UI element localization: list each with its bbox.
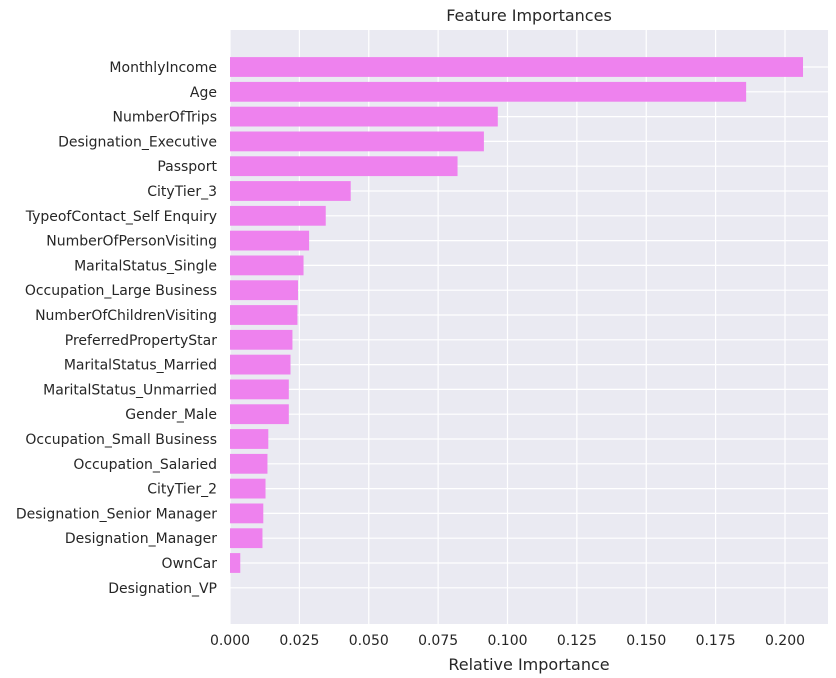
bar xyxy=(230,379,289,400)
category-label: Occupation_Small Business xyxy=(25,432,217,448)
category-label: Designation_VP xyxy=(108,581,217,597)
x-tick-label: 0.000 xyxy=(210,633,250,649)
category-label: CityTier_3 xyxy=(147,184,217,200)
bar xyxy=(230,156,458,177)
bar xyxy=(230,305,298,325)
x-tick-label: 0.175 xyxy=(696,633,736,649)
bar xyxy=(230,329,293,350)
category-label: TypeofContact_Self Enquiry xyxy=(25,209,217,225)
x-axis-label: Relative Importance xyxy=(448,655,609,674)
chart-title: Feature Importances xyxy=(446,6,612,25)
bar xyxy=(230,81,747,102)
category-label: Age xyxy=(190,85,217,101)
x-tick-label: 0.125 xyxy=(557,633,597,649)
bar xyxy=(230,478,266,499)
category-label: NumberOfTrips xyxy=(112,110,217,126)
bar xyxy=(230,131,484,152)
x-tick-label: 0.100 xyxy=(487,633,527,649)
x-tick-label: 0.075 xyxy=(418,633,458,649)
category-label: Passport xyxy=(157,159,217,175)
category-label: Designation_Executive xyxy=(58,134,217,150)
plot-background xyxy=(230,30,828,624)
bar xyxy=(230,57,804,77)
category-label: Designation_Manager xyxy=(65,531,217,547)
bar xyxy=(230,453,268,474)
category-label: Occupation_Salaried xyxy=(73,457,217,473)
x-tick-label: 0.050 xyxy=(349,633,389,649)
bar xyxy=(230,280,298,301)
category-label: MaritalStatus_Married xyxy=(64,358,217,374)
x-tick-labels: 0.000 0.025 0.050 0.075 0.100 0.125 0.150 0.175… xyxy=(210,633,805,649)
category-label: NumberOfChildrenVisiting xyxy=(35,308,217,324)
category-label: Designation_Senior Manager xyxy=(16,506,217,522)
bar xyxy=(230,106,498,127)
category-label: NumberOfPersonVisiting xyxy=(46,234,217,250)
category-label: PreferredPropertyStar xyxy=(65,333,217,349)
bar xyxy=(230,528,263,549)
bars xyxy=(230,57,804,573)
bar xyxy=(230,205,326,226)
category-label: MaritalStatus_Unmarried xyxy=(43,382,217,398)
category-label: Gender_Male xyxy=(125,407,217,423)
bar xyxy=(230,255,304,276)
category-labels: MonthlyIncome Age NumberOfTrips Designation… xyxy=(16,60,218,597)
bar xyxy=(230,230,310,251)
category-label: Occupation_Large Business xyxy=(25,283,217,299)
bar xyxy=(230,553,241,573)
x-tick-label: 0.150 xyxy=(626,633,666,649)
x-tick-label: 0.200 xyxy=(765,633,805,649)
category-label: MonthlyIncome xyxy=(109,60,217,76)
bar xyxy=(230,181,351,201)
category-label: OwnCar xyxy=(162,556,218,572)
category-label: CityTier_2 xyxy=(147,482,217,498)
bar xyxy=(230,404,289,425)
bar xyxy=(230,429,269,449)
x-tick-label: 0.025 xyxy=(279,633,319,649)
bar xyxy=(230,503,264,524)
category-label: MaritalStatus_Single xyxy=(74,258,217,274)
bar xyxy=(230,354,291,375)
